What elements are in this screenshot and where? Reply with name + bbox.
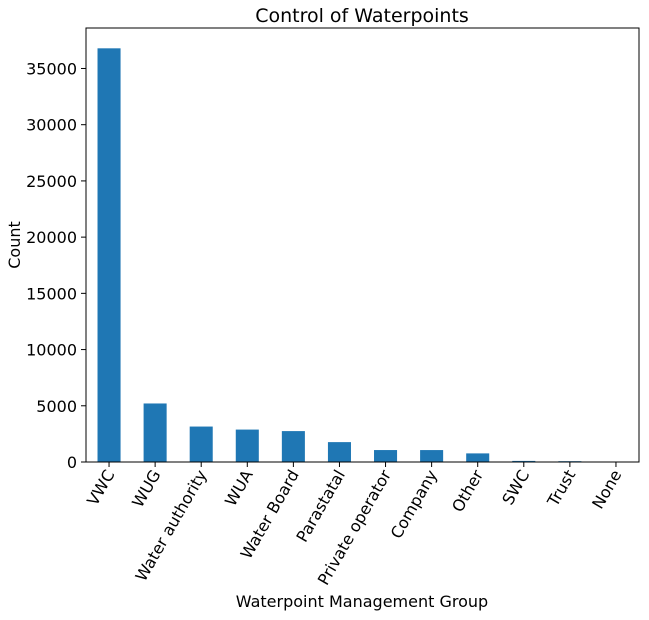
x-tick-label: Company [387,467,442,542]
x-tick-label: Other [448,466,487,515]
y-tick-label: 25000 [26,172,77,191]
bar-wua [235,429,259,462]
bar-water-board [281,431,305,462]
y-axis: 0 5000 10000 15000 20000 25000 30000 35000 [26,59,86,472]
y-axis-label: Count [5,221,24,269]
x-tick-label: SWC [498,467,533,509]
y-tick-label: 5000 [36,397,77,416]
y-tick-label: 10000 [26,341,77,360]
y-tick-label: 30000 [26,116,77,135]
bars-layer [97,48,628,462]
y-tick-label: 0 [67,453,77,472]
chart-title: Control of Waterpoints [255,5,469,27]
x-tick-label: None [588,467,625,513]
bar-wug [143,403,167,462]
y-tick-label: 35000 [26,59,77,78]
x-tick-label: Trust [543,467,579,511]
bar-other [466,453,490,462]
y-tick-label: 20000 [26,228,77,247]
bar-company [420,450,444,462]
bar-parastatal [327,442,351,462]
y-tick-label: 15000 [26,284,77,303]
bar-swc [512,460,536,462]
bar-water-authority [189,426,213,462]
x-tick-label: VWC [83,467,118,509]
x-tick-label: WUG [128,467,164,511]
bar-private-operator [374,450,398,462]
plot-frame [85,27,640,463]
x-axis-label: Waterpoint Management Group [236,592,488,611]
bar-vwc [97,48,121,462]
x-tick-label: WUA [221,466,257,509]
